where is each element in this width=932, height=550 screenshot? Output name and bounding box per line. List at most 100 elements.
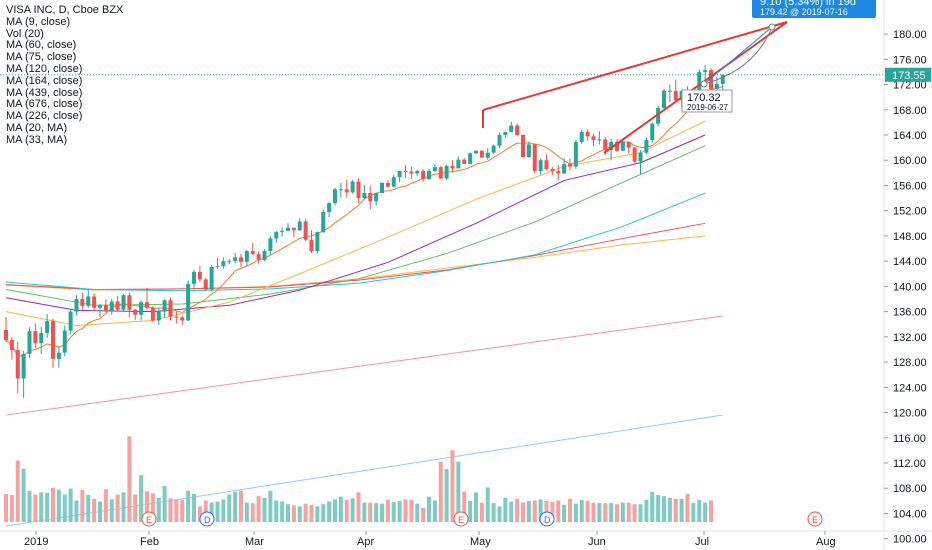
candle-body [532,144,537,171]
time-tick-label: Aug [816,536,836,548]
volume-bar [485,487,490,522]
candle-body [92,296,97,308]
projection-handle[interactable] [768,23,776,31]
candle-body [444,165,449,179]
legend-item[interactable]: MA (60, close) [6,39,77,52]
candle-body [162,300,167,312]
candle-body [562,164,567,174]
volume-bar [521,502,525,522]
volume-bar [562,504,567,522]
legend-item[interactable]: MA (75, close) [6,51,77,64]
candle-body [550,169,555,171]
legend-item[interactable]: Vol (20) [6,27,44,40]
candle-body [509,125,514,132]
volume-bar [479,502,484,522]
volume-bar [703,502,708,522]
event-marker-label: E [458,515,464,525]
volume-bar [497,506,502,522]
volume-bar [667,497,672,522]
earnings-marker[interactable]: E [453,511,469,527]
last-price-tag [885,67,931,82]
candle-body [427,170,431,180]
price-tick-label: 104.00 [893,508,927,520]
volume-bar [391,502,396,522]
volume-bar [297,506,302,522]
candle-body [168,300,173,317]
legend-item[interactable]: MA (676, close) [6,98,83,111]
volume-bar [51,488,55,522]
volume-bar [656,495,661,522]
candle-body [268,238,273,252]
volume-bar [145,491,149,522]
volume-bar [156,497,161,522]
candle-body [385,182,390,187]
candle-body [667,90,672,92]
price-tick-label: 156.00 [893,180,927,192]
volume-bar [544,500,549,522]
earnings-marker[interactable]: E [807,511,823,527]
volume-bar [474,492,478,522]
candle-body [544,160,549,170]
volume-bar [638,504,643,522]
candle-body [597,139,602,141]
volume-bar [45,492,50,522]
candle-body [203,279,208,290]
volume-bar [327,501,332,522]
projection-target-text: 179.42 @ 2019-07-16 [760,7,848,17]
dividend-marker[interactable]: D [199,511,215,527]
earnings-marker[interactable]: E [141,511,157,527]
time-tick-label: Jun [588,536,606,548]
volume-bar [309,504,314,522]
projection-line[interactable] [703,26,773,85]
volume-bar [262,497,267,522]
price-tick-label: 164.00 [893,130,927,142]
price-axis[interactable]: 100.00 104.00 108.00 112.00 116.00 120.00 124.… [884,29,931,546]
dividend-marker[interactable]: D [539,511,555,527]
candle-body [644,140,649,153]
upper-trendline[interactable] [482,21,788,111]
price-tick-label: 180.00 [893,29,927,41]
candle-body [573,141,578,167]
legend-item[interactable]: MA (226, close) [6,110,83,123]
ma-164-line [5,192,706,292]
projection-arc [703,26,773,85]
candle-body [397,170,402,178]
volume-bar [333,499,337,522]
time-tick-label: May [470,536,491,548]
volume-bar [685,493,690,522]
legend-item[interactable]: MA (20, MA) [6,121,68,134]
candle-body [109,301,114,311]
ma-60-line [5,120,706,326]
candle-body [256,254,261,260]
candle-body [239,257,243,262]
volume-bar [662,496,666,522]
time-axis[interactable]: 2019 Feb Mar Apr May Jun Jul Aug [0,530,932,548]
candle-body [432,167,437,171]
volume-bar [368,502,373,522]
price-tick-label: 136.00 [893,307,927,319]
legend-item[interactable]: MA (33, MA) [6,133,68,146]
lower-trendline[interactable] [603,21,788,154]
legend-item[interactable]: MA (439, close) [6,86,83,99]
projection-start-handle[interactable] [700,80,708,88]
candle-body [538,160,543,171]
volume-bar [9,495,14,522]
candle-body [609,141,614,151]
legend-item[interactable]: MA (164, close) [6,74,83,87]
symbol-title[interactable]: VISA INC, D, Cboe BZX [6,4,124,16]
legend-item[interactable]: MA (9, close) [6,15,71,28]
volume-bar [103,489,108,522]
legend-item[interactable]: MA (120, close) [6,62,83,75]
candle-body [233,257,238,262]
candle-body [526,144,531,158]
candle-body [714,83,719,89]
price-tick-label: 168.00 [893,105,927,117]
volume-bar [415,503,420,522]
price-tick-label: 148.00 [893,231,927,243]
volume-bar [450,450,455,522]
volume-bar [239,490,243,522]
volume-bar [456,461,461,522]
